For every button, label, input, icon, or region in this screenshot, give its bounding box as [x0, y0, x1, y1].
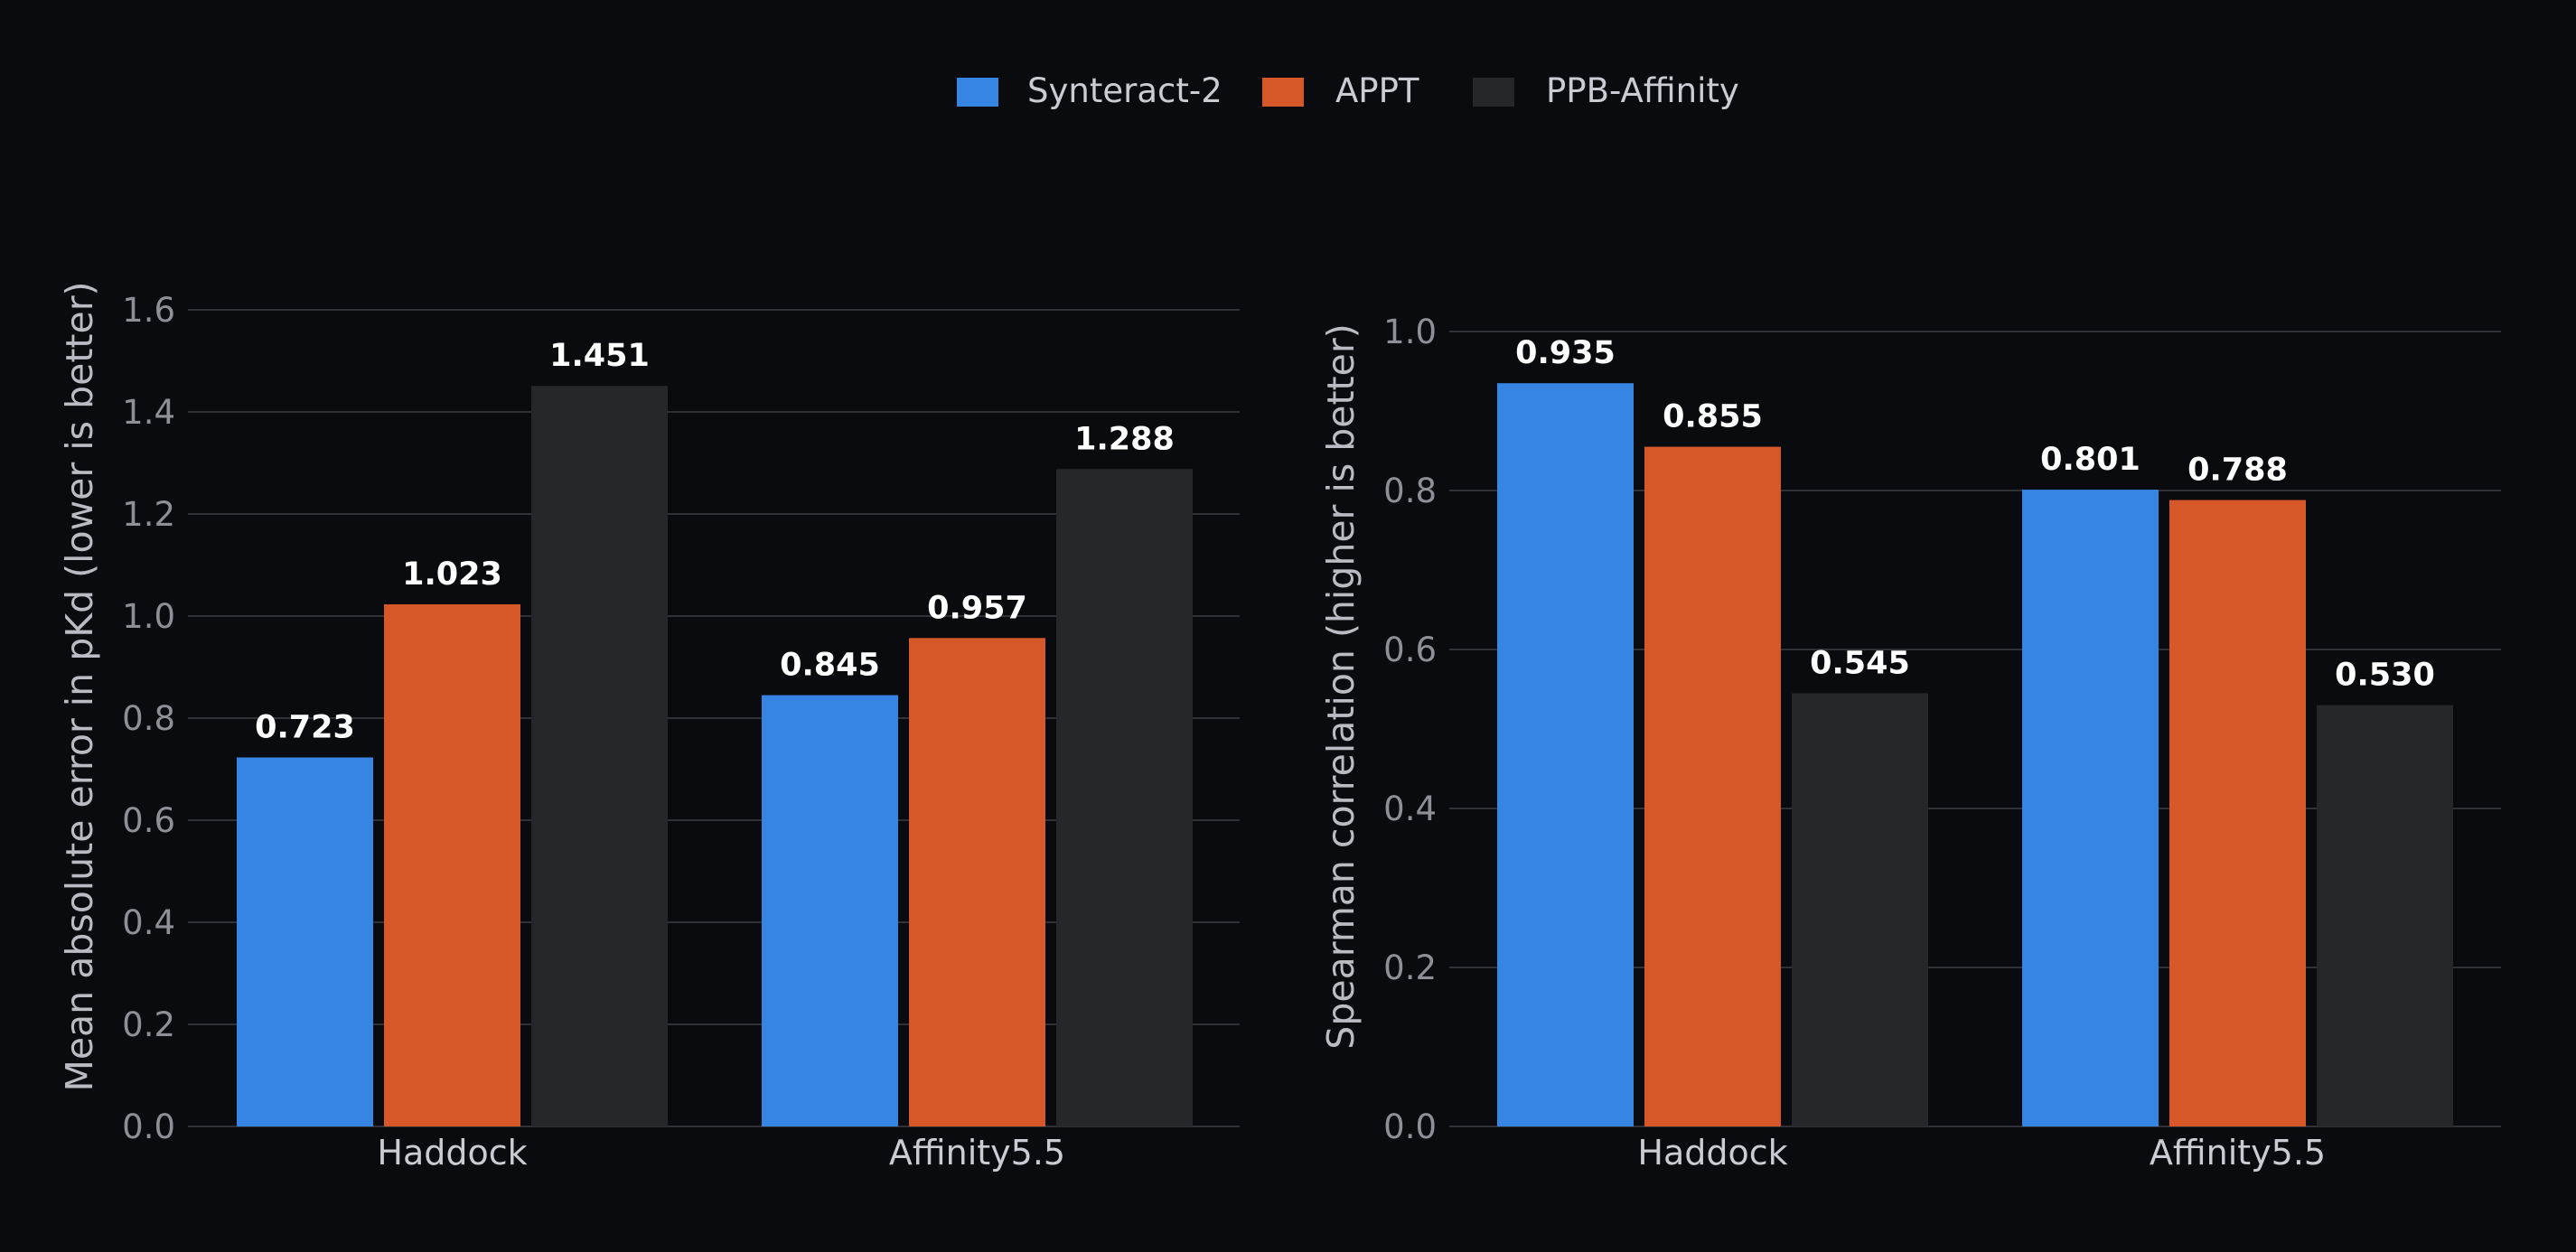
- y-tick-label: 0.2: [1383, 948, 1437, 987]
- y-tick-label: 0.4: [122, 903, 175, 942]
- spearman-chart-panel: 0.0 0.2 0.4 0.6 0.8 1.0 Spearman correlation (…: [1319, 313, 2501, 1173]
- y-tick-label: 1.0: [1383, 313, 1437, 351]
- y-tick-label: 1.2: [122, 495, 175, 534]
- bar-value-label: 1.288: [1074, 421, 1175, 457]
- bar-value-label: 0.801: [2040, 442, 2140, 478]
- bar-value-label: 0.723: [255, 710, 355, 746]
- x-category-label: Haddock: [1637, 1133, 1787, 1173]
- bar-ppb-affinity-haddock: [531, 386, 668, 1126]
- bar-value-label: 0.545: [1810, 645, 1910, 681]
- legend: Synteract-2 APPT PPB-Affinity: [957, 71, 1739, 110]
- bar-value-label: 0.845: [780, 648, 880, 684]
- bar-value-label: 0.957: [927, 590, 1027, 626]
- bar-ppb-affinity-haddock: [1792, 693, 1928, 1126]
- legend-item-ppb-affinity: PPB-Affinity: [1473, 71, 1739, 110]
- bar-ppb-affinity-affinity5-5: [2317, 705, 2453, 1126]
- y-tick-label: 1.0: [122, 597, 175, 636]
- bar-synteract-2-affinity5-5: [2022, 490, 2159, 1126]
- bar-value-label: 0.530: [2335, 658, 2435, 694]
- legend-swatch-appt: [1262, 78, 1304, 107]
- bar-appt-affinity5-5: [909, 638, 1045, 1126]
- legend-swatch-synteract-2: [957, 78, 998, 107]
- legend-label-synteract-2: Synteract-2: [1027, 71, 1222, 110]
- bar-appt-haddock: [384, 604, 520, 1126]
- y-axis-label: Mean absolute error in pKd (lower is bet…: [58, 281, 101, 1091]
- y-tick-label: 0.6: [1383, 631, 1437, 669]
- y-tick-label: 0.8: [122, 699, 175, 738]
- x-category-label: Affinity5.5: [889, 1133, 1065, 1173]
- y-tick-label: 0.6: [122, 801, 175, 840]
- y-tick-label: 1.6: [122, 291, 175, 330]
- bar-appt-haddock: [1644, 446, 1781, 1127]
- y-tick-label: 0.0: [1383, 1107, 1437, 1146]
- legend-label-appt: APPT: [1335, 71, 1419, 110]
- bar-synteract-2-affinity5-5: [762, 695, 898, 1126]
- bar-synteract-2-haddock: [237, 757, 373, 1126]
- bar-appt-affinity5-5: [2169, 500, 2306, 1126]
- bar-value-label: 0.788: [2187, 453, 2288, 489]
- y-tick-label: 0.4: [1383, 790, 1437, 828]
- y-tick-label: 1.4: [122, 393, 175, 432]
- legend-swatch-ppb-affinity: [1473, 78, 1514, 107]
- bar-value-label: 0.855: [1663, 399, 1763, 435]
- legend-label-ppb-affinity: PPB-Affinity: [1546, 71, 1739, 110]
- y-axis-label: Spearman correlation (higher is better): [1319, 323, 1363, 1049]
- y-tick-label: 0.8: [1383, 472, 1437, 510]
- bar-synteract-2-haddock: [1497, 383, 1634, 1126]
- bar-value-label: 1.451: [549, 338, 650, 374]
- x-category-label: Haddock: [377, 1133, 527, 1173]
- y-tick-label: 0.0: [122, 1107, 175, 1146]
- bar-value-label: 1.023: [402, 556, 502, 593]
- x-category-label: Affinity5.5: [2150, 1133, 2326, 1173]
- legend-item-appt: APPT: [1262, 71, 1419, 110]
- legend-item-synteract-2: Synteract-2: [957, 71, 1222, 110]
- bar-value-label: 0.935: [1515, 335, 1616, 371]
- bar-ppb-affinity-affinity5-5: [1056, 469, 1193, 1126]
- mae-chart-panel: 0.0 0.2 0.4 0.6 0.8 1.0 1.2 1.4 1.6 Mean absolute…: [58, 281, 1240, 1173]
- y-tick-label: 0.2: [122, 1005, 175, 1044]
